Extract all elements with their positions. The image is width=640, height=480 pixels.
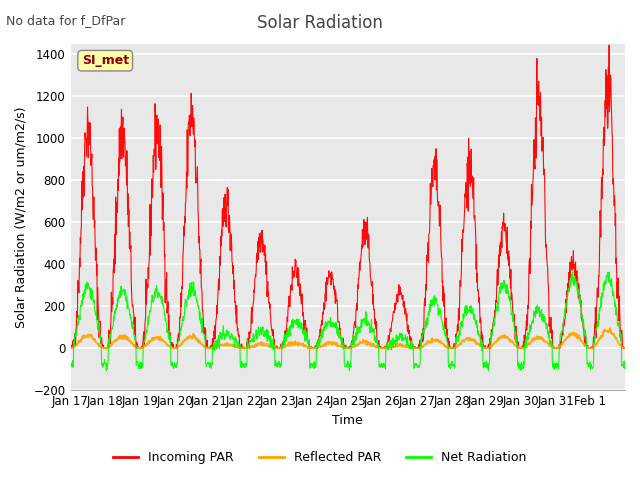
Y-axis label: Solar Radiation (W/m2 or um/m2/s): Solar Radiation (W/m2 or um/m2/s) bbox=[15, 106, 28, 328]
Text: No data for f_DfPar: No data for f_DfPar bbox=[6, 14, 126, 27]
Text: Solar Radiation: Solar Radiation bbox=[257, 14, 383, 33]
Legend: Incoming PAR, Reflected PAR, Net Radiation: Incoming PAR, Reflected PAR, Net Radiati… bbox=[108, 446, 532, 469]
X-axis label: Time: Time bbox=[332, 414, 363, 427]
Text: SI_met: SI_met bbox=[82, 54, 129, 67]
